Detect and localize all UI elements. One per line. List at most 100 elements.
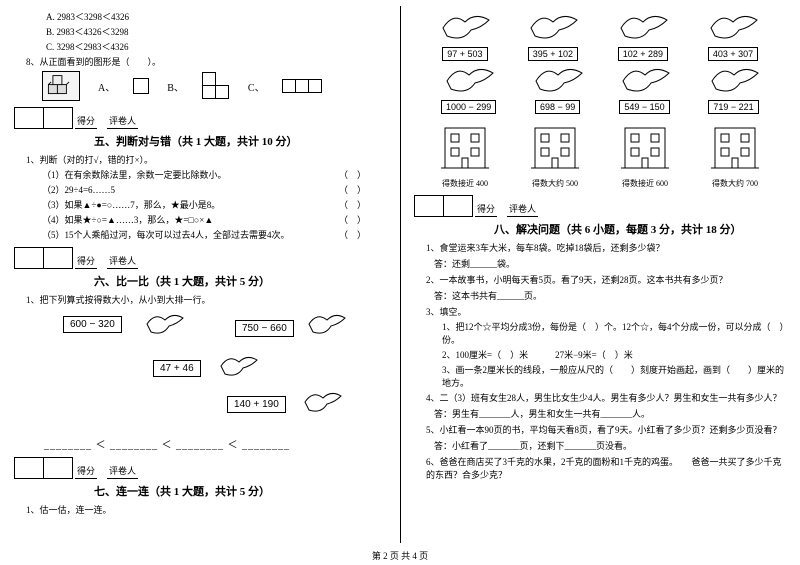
tf-3: （3）如果▲÷●=○……7，那么，★最小是8。 （ ） (42, 198, 386, 211)
expr: 549 − 150 (619, 100, 669, 114)
score-box-6: 得分评卷人 (14, 247, 386, 269)
building-caption: 得数接近 600 (617, 178, 673, 189)
lshape-icon (202, 72, 230, 100)
a8-5: 答：小红看了_______页，还剩下_______页没看。 (434, 439, 786, 452)
option-a: A. 2983＜3298＜4326 (46, 10, 386, 23)
score-box-7: 得分评卷人 (14, 457, 386, 479)
paren-icon: （ ） (339, 228, 366, 241)
q8-1: 1、食堂运来3车大米，每车8袋。吃掉18袋后，还剩多少袋？ (426, 241, 786, 254)
grader-cell (43, 457, 73, 479)
birds-row-2: 1000 − 299 698 − 99 549 − 150 719 − 221 (422, 63, 778, 114)
cube-icon (42, 71, 80, 101)
q8-3-1: 1、把12个☆平均分成3份，每份是（ ）个。12个☆，每4个分成一份，可以分成（… (442, 320, 786, 346)
section-7-title: 七、连一连（共 1 大题，共计 5 分） (94, 483, 386, 499)
tf-1: （1）在有余数除法里，余数一定要比除数小。 （ ） (42, 168, 386, 181)
a8-4: 答：男生有_______人，男生和女生一共有_______人。 (434, 407, 786, 420)
expr: 719 − 221 (708, 100, 758, 114)
section-8-title: 八、解决问题（共 6 小题，每题 3 分，共计 18 分） (494, 221, 786, 237)
score-cell (14, 457, 44, 479)
paren-icon: （ ） (339, 168, 366, 181)
bird-icon (530, 63, 586, 95)
shape-a-label: A、 (98, 79, 115, 94)
a8-1: 答：还剩______袋。 (434, 257, 786, 270)
page-footer: 第 2 页 共 4 页 (0, 549, 800, 562)
a8-2: 答：这本书共有______页。 (434, 289, 786, 302)
bird-item: 1000 − 299 (422, 63, 515, 114)
building-caption: 得数大约 700 (707, 178, 763, 189)
paren-icon: （ ） (339, 183, 366, 196)
grader-label: 评卷人 (507, 202, 538, 217)
building-item: 得数接近 400 (437, 122, 493, 189)
score-cell (14, 107, 44, 129)
bird-item: 97 + 503 (422, 10, 508, 61)
grader-label: 评卷人 (107, 464, 138, 479)
q8-6: 6、爸爸在商店买了3千克的水果，2千克的面粉和1千克的鸡蛋。 爸爸一共买了多少千… (426, 455, 786, 481)
q8-3: 3、填空。 (426, 305, 786, 318)
q6-1: 1、把下列算式按得数大小，从小到大排一行。 (26, 293, 386, 306)
grader-cell (43, 107, 73, 129)
shape-options: A、 B、 C、 (42, 71, 386, 101)
grader-label: 评卷人 (107, 254, 138, 269)
expr: 403 + 307 (708, 47, 758, 61)
expr: 698 − 99 (535, 100, 580, 114)
bird-item: 719 − 221 (689, 63, 778, 114)
paren-icon: （ ） (339, 198, 366, 211)
grader-label: 评卷人 (107, 114, 138, 129)
right-column: 97 + 503 395 + 102 102 + 289 403 + 307 1… (400, 0, 800, 565)
grader-cell (443, 195, 473, 217)
expr: 395 + 102 (528, 47, 578, 61)
score-cell (14, 247, 44, 269)
score-box-8: 得分评卷人 (414, 195, 786, 217)
bird-icon (705, 10, 761, 42)
expr-3: 47 + 46 (153, 360, 201, 377)
shape-b-label: B、 (167, 79, 184, 94)
expr: 1000 − 299 (441, 100, 496, 114)
tf3-text: （3）如果▲÷●=○……7，那么，★最小是8。 (42, 200, 220, 210)
building-item: 得数大约 500 (527, 122, 583, 189)
q8-3-3: 3、画一条2厘米长的线段，一般应从尺的（ ）刻度开始画起，画到（ ）厘米的地方。 (442, 363, 786, 389)
birds-row-1: 97 + 503 395 + 102 102 + 289 403 + 307 (422, 10, 778, 61)
tf1-text: （1）在有余数除法里，余数一定要比除数小。 (42, 170, 227, 180)
q8-2: 2、一本故事书，小明每天看5页。看了9天，还剩28页。这本书共有多少页？ (426, 273, 786, 286)
q8-3-2: 2、100厘米=（ ）米 27米−9米=（ ）米 (442, 348, 786, 361)
bird-icon (615, 10, 671, 42)
bird-icon (706, 63, 762, 95)
q8-text: 8、从正面看到的图形是（ ）。 (26, 55, 386, 68)
tf-4: （4）如果★÷○=▲……3，那么，★=□○×▲（ ） (42, 213, 386, 226)
left-column: A. 2983＜3298＜4326 B. 2983＜4326＜3298 C. 3… (0, 0, 400, 565)
score-box-5: 得分评卷人 (14, 107, 386, 129)
score-label: 得分 (75, 254, 97, 269)
grader-cell (43, 247, 73, 269)
shape-c-label: C、 (248, 79, 265, 94)
bird-icon (301, 388, 343, 416)
bird-diagram: 600 − 320 750 − 660 47 + 46 140 + 190 (45, 310, 355, 430)
bird-icon (217, 352, 259, 380)
bird-icon (143, 310, 185, 338)
building-item: 得数接近 600 (617, 122, 673, 189)
expr-4: 140 + 190 (227, 396, 286, 413)
score-label: 得分 (75, 464, 97, 479)
score-cell (414, 195, 444, 217)
square-icon (133, 78, 149, 94)
compare-blanks: ________ ＜ ________ ＜ ________ ＜ _______… (44, 436, 386, 451)
q8-4: 4、二（3）班有女生28人，男生比女生少4人。男生有多少人？男生和女生一共有多少… (426, 391, 786, 404)
expr: 102 + 289 (618, 47, 668, 61)
building-caption: 得数大约 500 (527, 178, 583, 189)
tf-2: （2）29÷4=6……5 （ ） (42, 183, 386, 196)
bird-item: 102 + 289 (598, 10, 688, 61)
building-icon (527, 122, 583, 172)
building-icon (617, 122, 673, 172)
section-6-title: 六、比一比（共 1 大题，共计 5 分） (94, 273, 386, 289)
bird-item: 395 + 102 (508, 10, 598, 61)
bird-icon (525, 10, 581, 42)
bird-item: 698 − 99 (515, 63, 600, 114)
bird-icon (305, 310, 347, 338)
bird-icon (441, 63, 497, 95)
option-c: C. 3298＜2983＜4326 (46, 40, 386, 53)
expr-2: 750 − 660 (235, 320, 294, 337)
rect3-icon (283, 79, 322, 93)
tf2-text: （2）29÷4=6……5 (42, 185, 115, 195)
score-label: 得分 (475, 202, 497, 217)
expr: 97 + 503 (442, 47, 487, 61)
section-5-title: 五、判断对与错（共 1 大题，共计 10 分） (94, 133, 386, 149)
